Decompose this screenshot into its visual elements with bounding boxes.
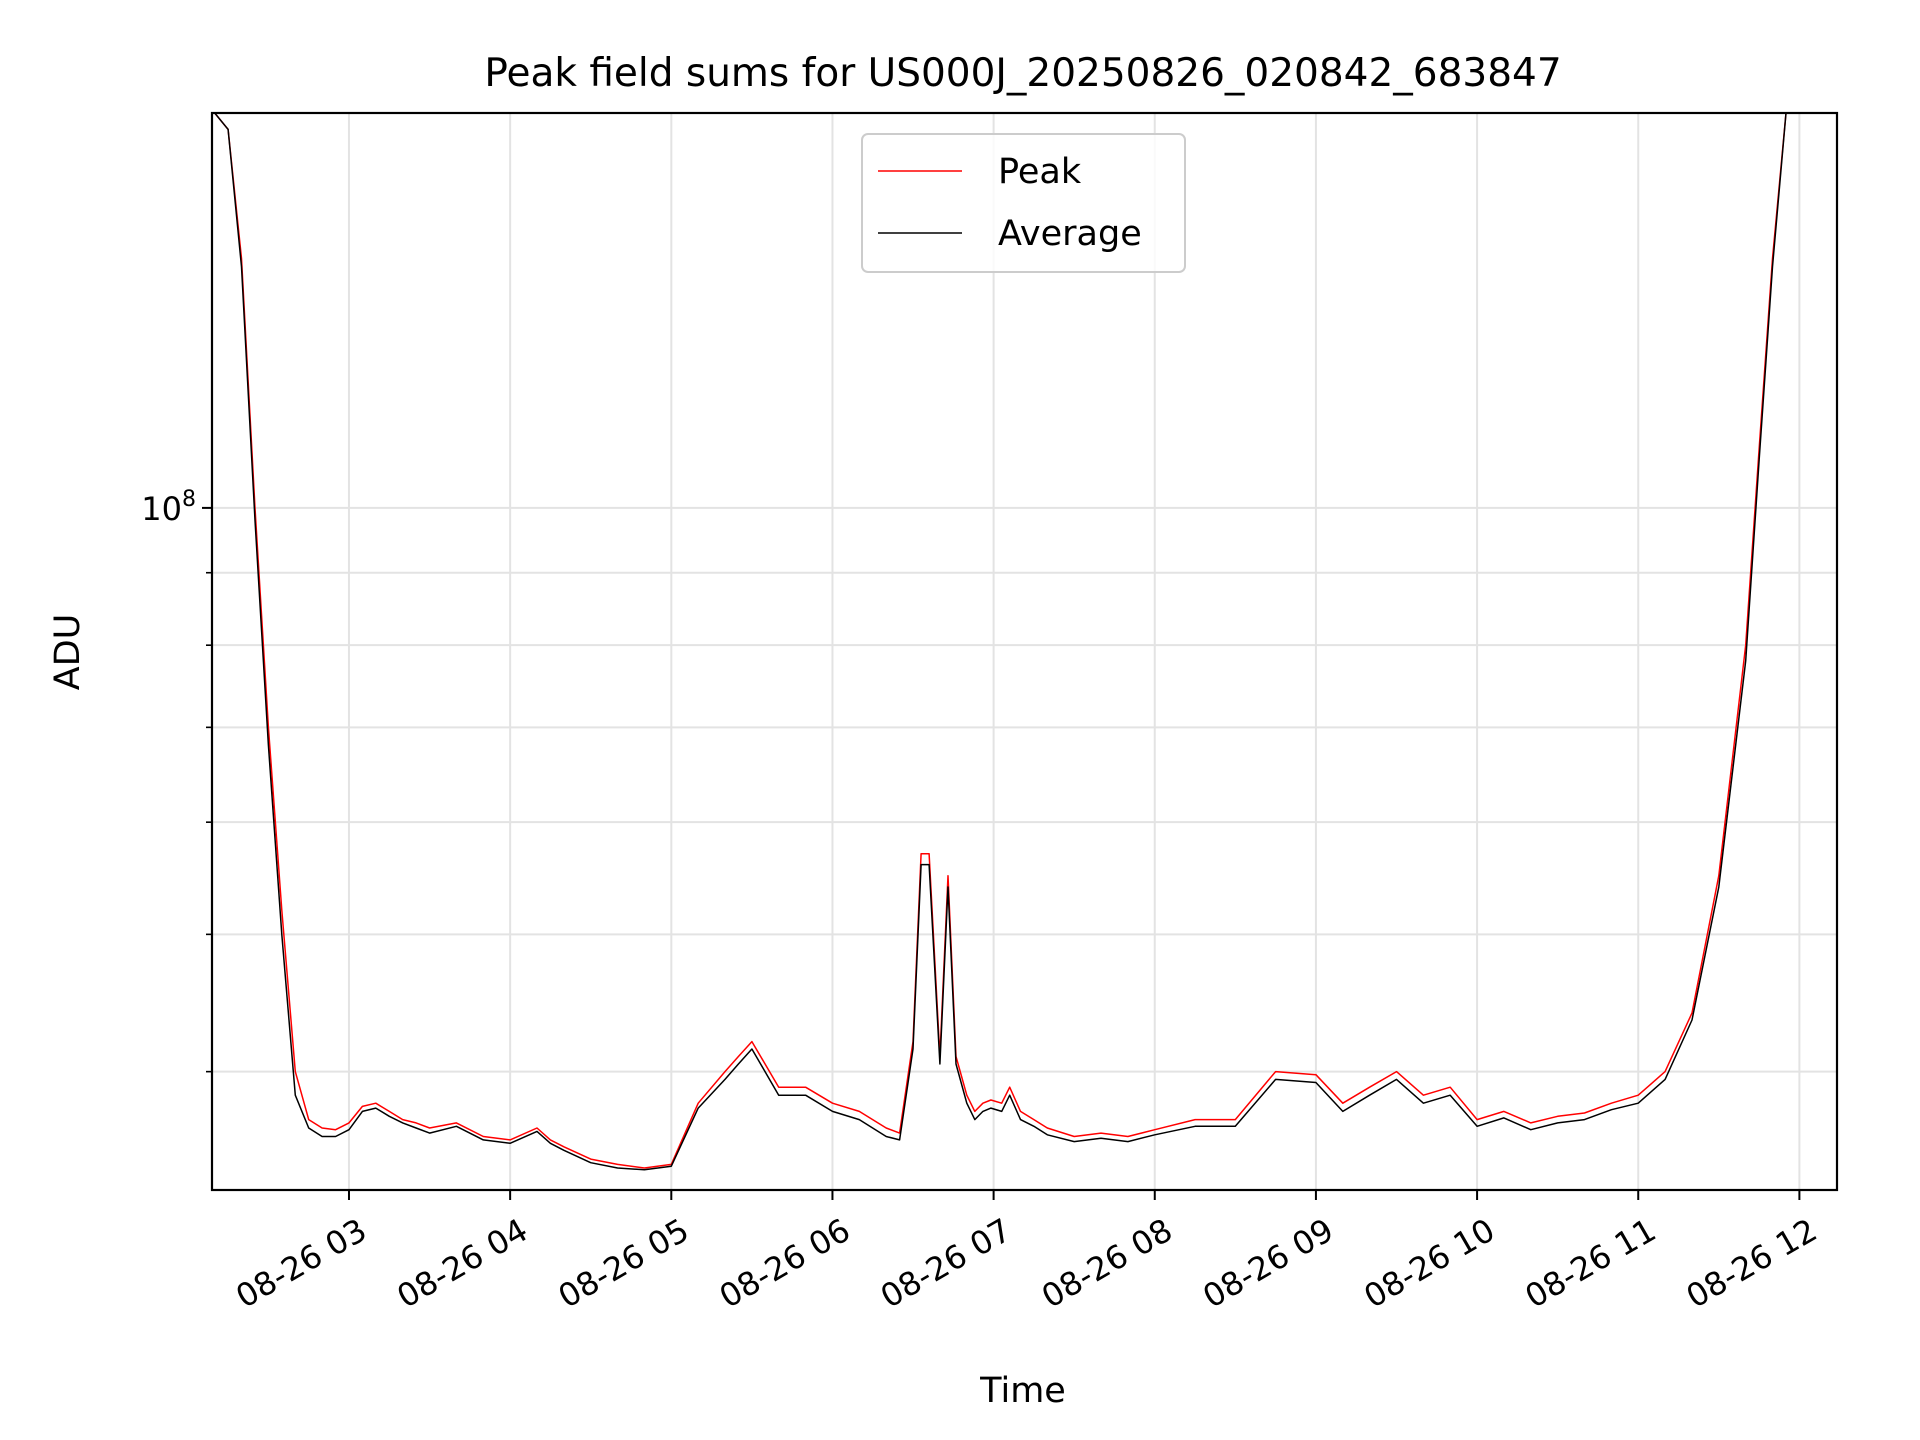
y-axis-ticks: 108 [141, 487, 212, 1073]
grid-lines [212, 113, 1837, 1190]
x-axis-label: Time [979, 1371, 1066, 1411]
plot-series [214, 112, 1827, 1171]
y-tick-label: 108 [141, 487, 196, 528]
y-axis-label: ADU [48, 614, 88, 691]
chart-title: Peak field sums for US000J_20250826_0208… [484, 51, 1561, 96]
plot-frame [210, 111, 1839, 1192]
legend: Peak Average [861, 133, 1186, 273]
series-line-average [214, 112, 1827, 1171]
legend-label-average: Average [998, 214, 1142, 254]
legend-box [861, 133, 1186, 273]
legend-label-peak: Peak [998, 152, 1082, 192]
